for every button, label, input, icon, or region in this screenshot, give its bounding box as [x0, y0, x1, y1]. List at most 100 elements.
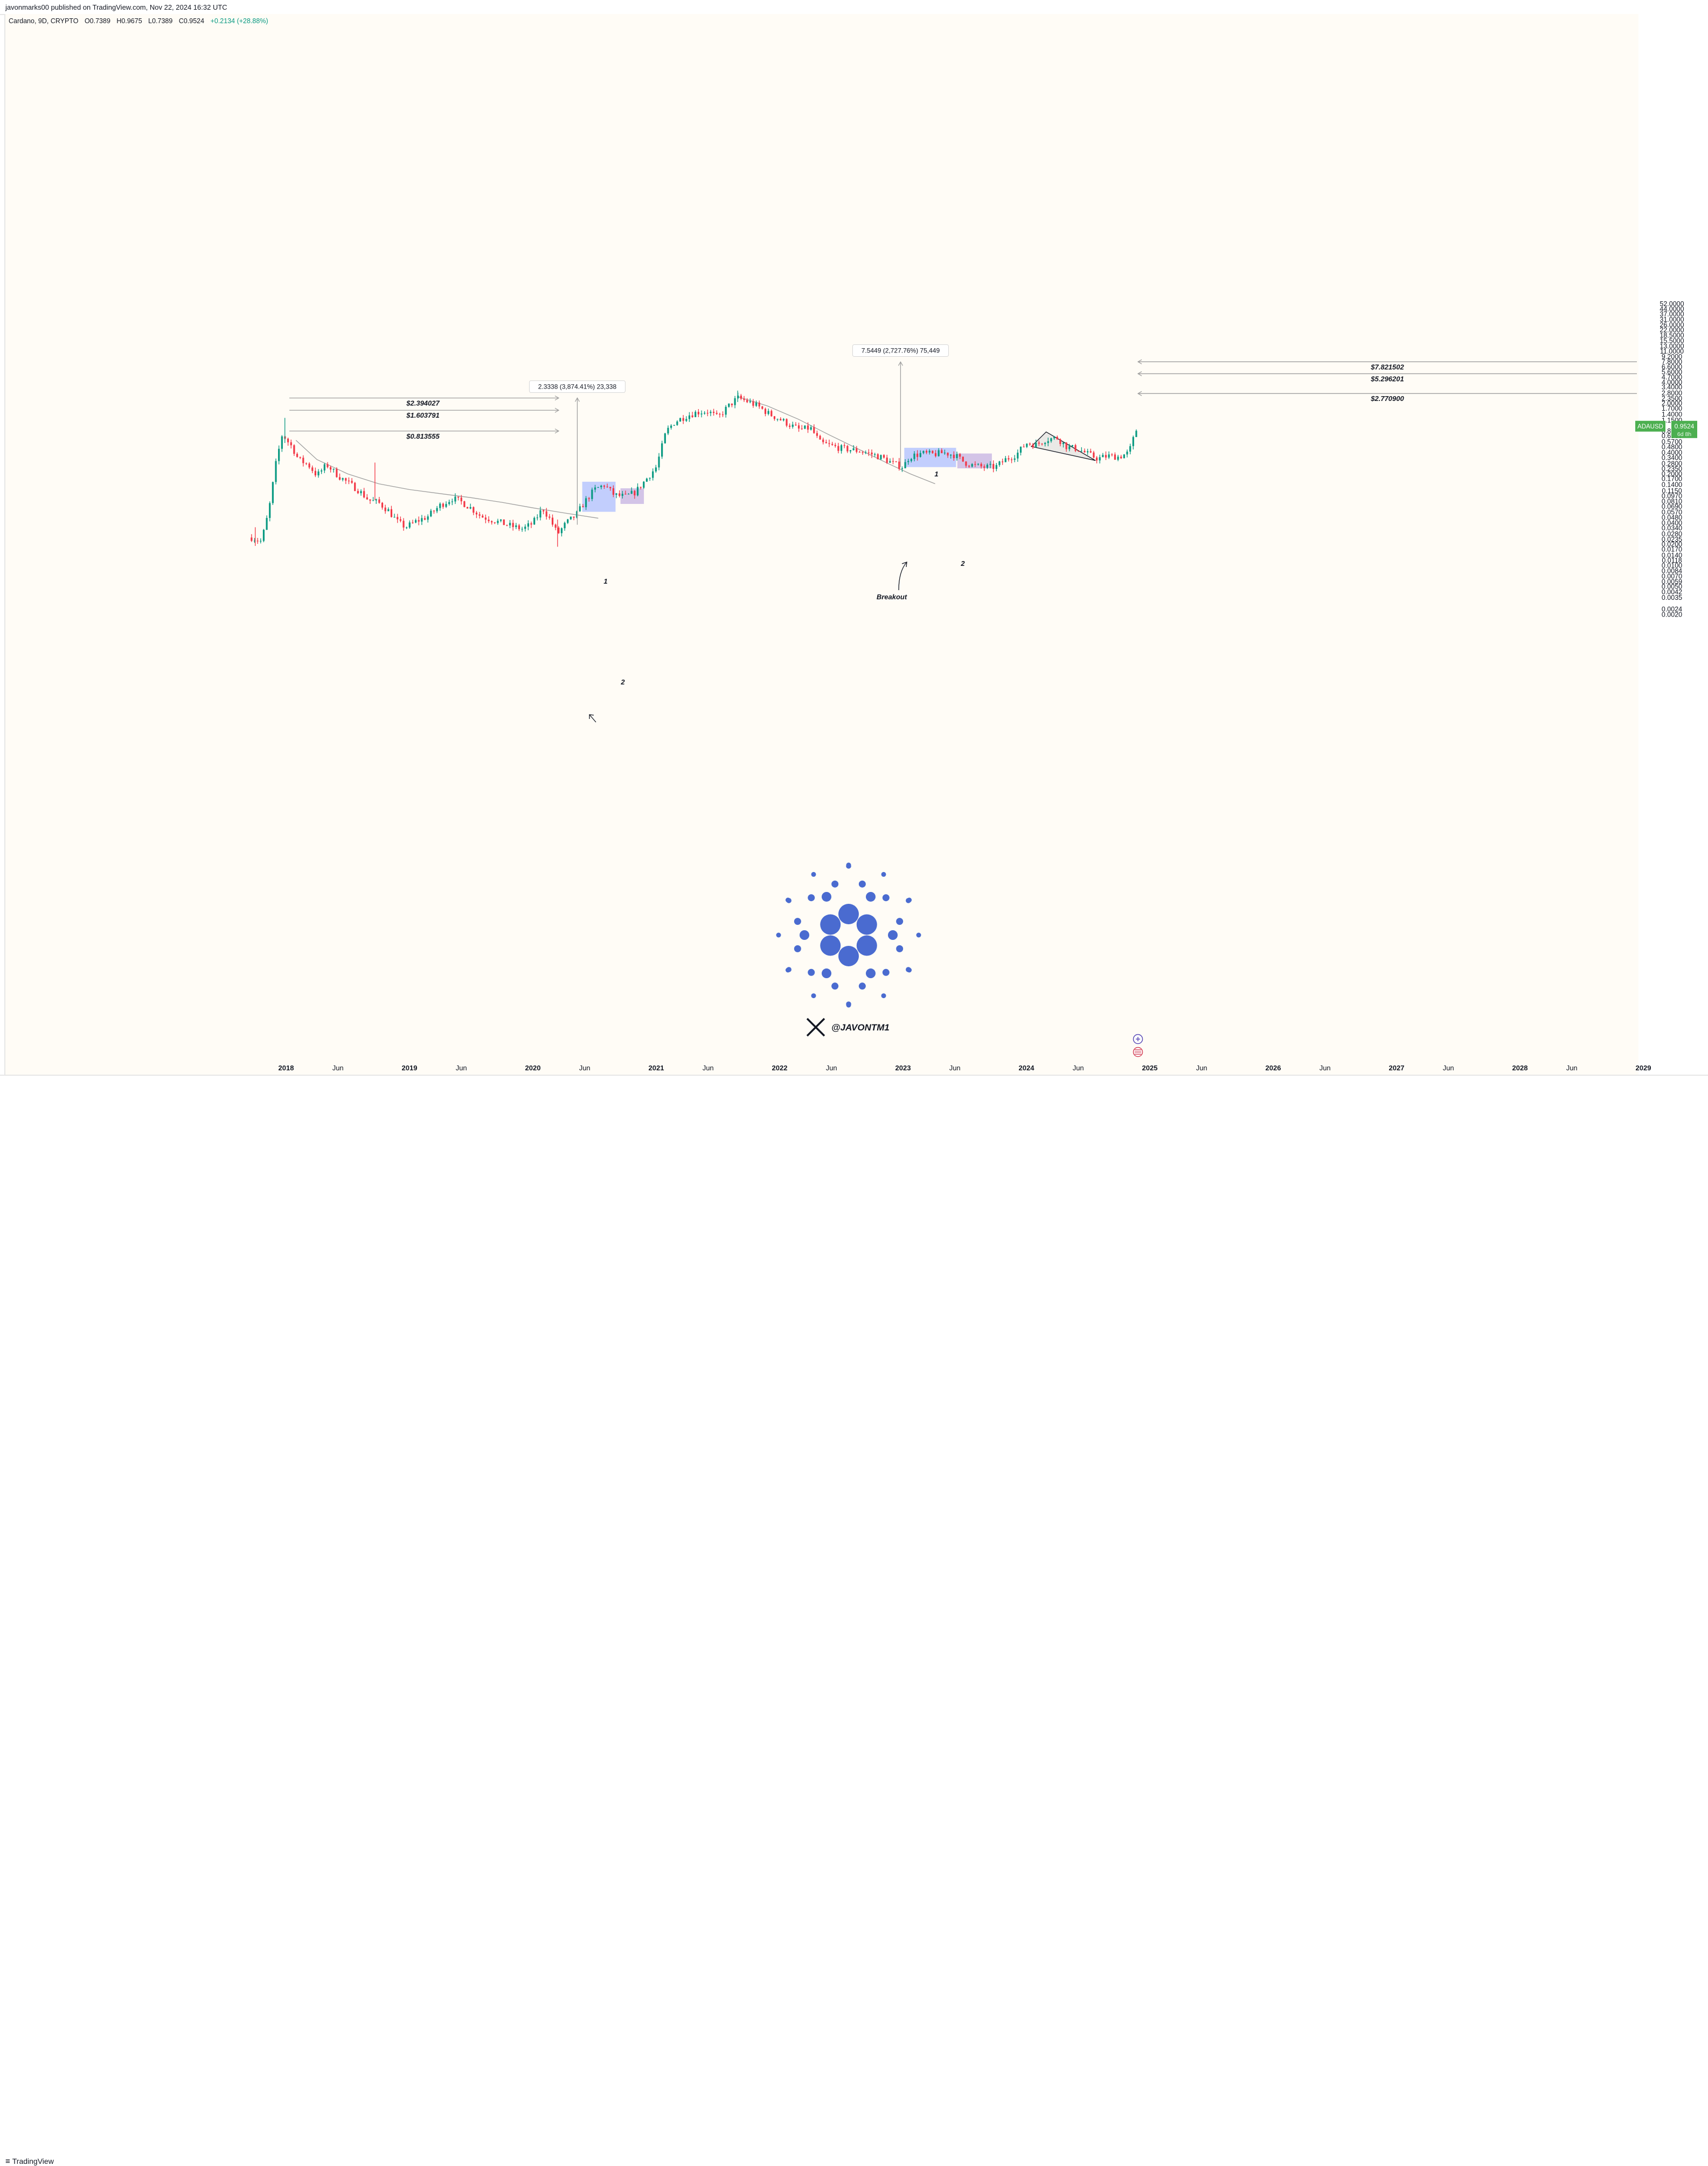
candle-body	[725, 406, 727, 415]
candle	[968, 465, 970, 468]
cardano-dot	[896, 945, 904, 952]
candle-body	[488, 520, 490, 522]
candle	[822, 438, 824, 445]
candle-body	[1095, 457, 1098, 461]
cardano-dot	[866, 891, 876, 902]
candle-body	[636, 487, 639, 496]
cardano-dot	[858, 982, 866, 990]
candle-body	[791, 424, 794, 427]
candle-body	[728, 403, 730, 407]
candle-body	[399, 519, 401, 521]
candle	[302, 455, 304, 467]
cardano-dot	[838, 946, 859, 966]
candle	[971, 463, 973, 468]
candle-body	[603, 486, 606, 487]
plus-button[interactable]	[1133, 1034, 1143, 1044]
candle	[636, 483, 639, 497]
y-tick-label: 2.3500	[1662, 395, 1682, 403]
candle-body	[871, 452, 873, 455]
candle-body	[682, 418, 684, 421]
price-axis[interactable]	[1638, 14, 1708, 1075]
candle-body	[734, 398, 736, 405]
cardano-dot	[822, 968, 831, 979]
candle-body	[327, 464, 329, 467]
candle	[883, 454, 885, 459]
candle	[448, 500, 450, 506]
candle	[947, 452, 949, 458]
candle	[351, 478, 353, 484]
y-tick-label: 4.7000	[1662, 373, 1682, 381]
x-tick-label: Jun	[703, 1064, 714, 1072]
candle-body	[712, 412, 715, 413]
candle	[1132, 435, 1134, 449]
target-label: $0.813555	[406, 432, 440, 440]
candle	[782, 418, 784, 421]
candle	[664, 433, 666, 444]
candle	[293, 444, 295, 456]
candle-body	[834, 445, 836, 446]
candle-body	[445, 504, 447, 507]
candle-body	[695, 412, 697, 417]
candle-body	[697, 412, 699, 414]
candle	[597, 487, 599, 488]
x-tick-label: Jun	[579, 1064, 591, 1072]
candle	[695, 410, 697, 418]
candle	[761, 406, 763, 410]
cardano-dot	[866, 968, 876, 979]
candle	[554, 523, 557, 530]
candle	[369, 499, 371, 504]
y-tick-label: 0.1400	[1662, 481, 1682, 489]
candle-body	[1017, 452, 1019, 459]
candle	[484, 514, 487, 523]
candle-body	[782, 419, 784, 420]
candle	[253, 538, 256, 543]
candle	[1080, 447, 1082, 452]
candle-body	[895, 461, 897, 462]
candle	[1053, 435, 1056, 440]
candle-body	[558, 528, 560, 534]
candle-body	[849, 450, 852, 452]
candle	[323, 462, 325, 473]
candle-body	[917, 453, 919, 457]
candle	[1008, 455, 1010, 462]
measure-0: 2.3338 (3,874.41%) 23,338	[529, 380, 626, 525]
candle	[749, 398, 751, 404]
flag-button[interactable]	[1133, 1047, 1143, 1057]
symbol-legend: Cardano, 9D, CRYPTO O0.7389 H0.9675 L0.7…	[9, 17, 268, 25]
x-tick-label: Jun	[1073, 1064, 1084, 1072]
candle	[907, 459, 909, 465]
candle	[645, 478, 648, 482]
candle	[390, 506, 393, 518]
price-chart: $2.394027 $1.603791 $0.813555 $7.821502 $5.2…	[251, 300, 1697, 1072]
candle	[1002, 459, 1004, 465]
candle	[658, 453, 660, 470]
candle-body	[679, 418, 682, 422]
candle	[697, 409, 699, 417]
candle-body	[816, 433, 818, 436]
candle-body	[907, 461, 909, 462]
candle	[1050, 438, 1052, 443]
candle-body	[269, 503, 271, 518]
candle-body	[676, 421, 678, 425]
candle	[773, 416, 776, 421]
candle	[579, 503, 581, 512]
candle	[299, 456, 301, 459]
candle	[499, 519, 502, 523]
candle	[1017, 449, 1019, 462]
candle	[418, 516, 420, 525]
y-tick-label: 0.0118	[1662, 557, 1682, 564]
candle-body	[387, 509, 390, 511]
candle-body	[797, 425, 800, 429]
candle-body	[992, 463, 995, 469]
candle	[1084, 448, 1086, 453]
candle	[819, 434, 821, 440]
candle	[834, 442, 836, 448]
candle-body	[272, 482, 274, 503]
side-tools[interactable]	[1133, 1034, 1143, 1057]
candle	[451, 499, 453, 506]
candle	[995, 462, 997, 472]
candle	[442, 502, 444, 509]
candle-body	[667, 427, 669, 434]
measure-arrowhead	[898, 361, 903, 366]
candle-body	[700, 413, 703, 414]
